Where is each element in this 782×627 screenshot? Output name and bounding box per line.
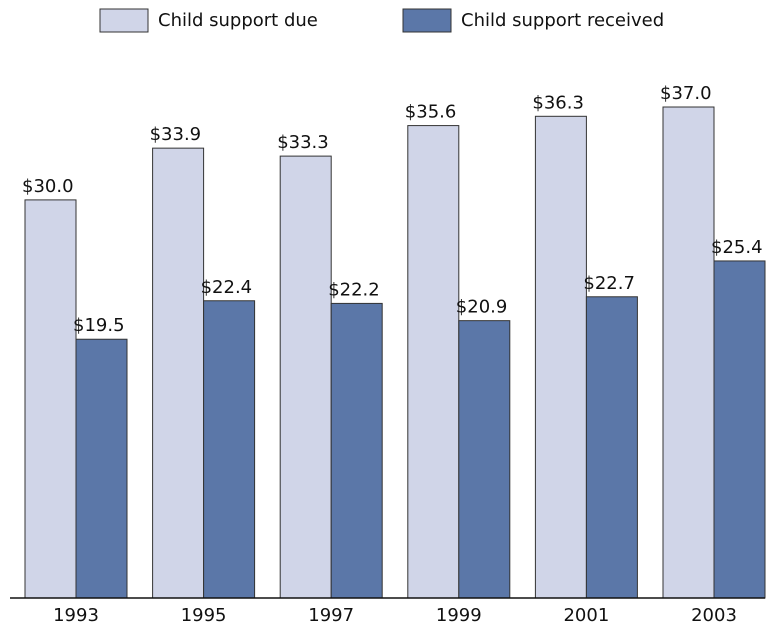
bar [407, 125, 460, 599]
value-label: $30.0 [22, 176, 74, 197]
value-label: $33.9 [150, 124, 202, 145]
value-label: $25.4 [711, 237, 763, 258]
x-tick-label: 2001 [563, 605, 609, 626]
value-label: $20.9 [456, 297, 508, 318]
bar [75, 338, 128, 599]
bar [203, 300, 256, 599]
value-label: $37.0 [660, 83, 712, 104]
legend-swatch [99, 8, 149, 33]
x-tick-label: 1999 [436, 605, 482, 626]
value-label: $33.3 [277, 132, 329, 153]
bar [24, 199, 77, 599]
legend-label: Child support received [461, 10, 664, 31]
x-tick-label: 2003 [691, 605, 737, 626]
x-tick-label: 1993 [53, 605, 99, 626]
legend-label: Child support due [158, 10, 318, 31]
x-tick-label: 1995 [181, 605, 227, 626]
bar [713, 260, 766, 599]
x-tick-label: 1997 [308, 605, 354, 626]
bar [585, 296, 638, 599]
bar [152, 147, 205, 599]
value-label: $35.6 [405, 102, 457, 123]
value-label: $22.4 [201, 277, 253, 298]
bar [330, 302, 383, 599]
bar [662, 106, 715, 599]
value-label: $19.5 [73, 315, 125, 336]
value-label: $36.3 [532, 92, 584, 113]
bar [458, 320, 511, 599]
bar [279, 155, 332, 599]
value-label: $22.7 [583, 273, 635, 294]
bar [534, 115, 587, 599]
legend-swatch [402, 8, 452, 33]
value-label: $22.2 [328, 279, 380, 300]
